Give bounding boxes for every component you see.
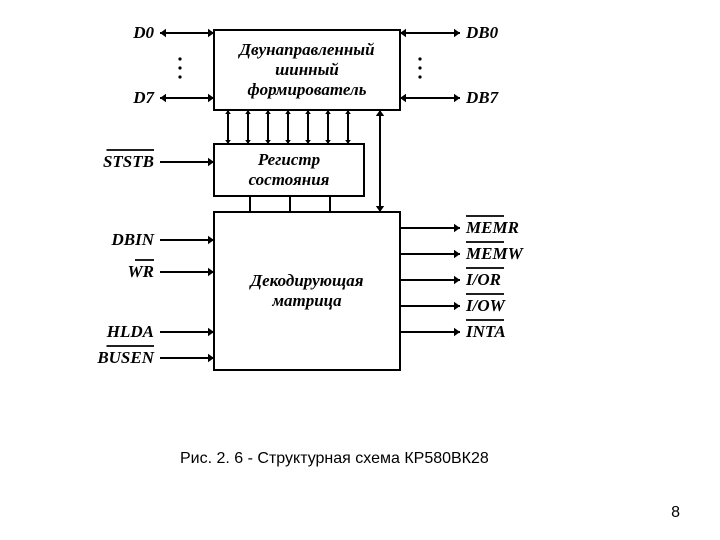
svg-text:INTA: INTA xyxy=(465,322,506,341)
svg-text:Двунаправленный: Двунаправленный xyxy=(237,40,374,59)
svg-text:I/OW: I/OW xyxy=(465,296,507,315)
svg-text:I/OR: I/OR xyxy=(465,270,501,289)
svg-text:STSTB: STSTB xyxy=(103,152,154,171)
page-number: 8 xyxy=(671,504,680,522)
svg-text:D7: D7 xyxy=(132,88,155,107)
figure-caption: Рис. 2. 6 - Структурная схема КР580ВК28 xyxy=(180,450,489,468)
svg-text:DB7: DB7 xyxy=(465,88,500,107)
svg-text:MEMW: MEMW xyxy=(465,244,525,263)
svg-text:формирователь: формирователь xyxy=(247,80,366,99)
svg-text:BUSEN: BUSEN xyxy=(96,348,154,367)
svg-text:Регистр: Регистр xyxy=(257,150,320,169)
svg-text:матрица: матрица xyxy=(271,291,342,310)
svg-text:состояния: состояния xyxy=(249,170,330,189)
svg-text:WR: WR xyxy=(128,262,154,281)
svg-text:MEMR: MEMR xyxy=(465,218,519,237)
svg-text:DBIN: DBIN xyxy=(110,230,154,249)
svg-text:Декодирующая: Декодирующая xyxy=(249,271,364,290)
svg-text:DB0: DB0 xyxy=(465,23,499,42)
svg-text:HLDA: HLDA xyxy=(106,322,154,341)
diagram-stage: Двунаправленныйшинныйформирователь Регист… xyxy=(0,0,720,540)
svg-text:шинный: шинный xyxy=(275,60,339,79)
svg-text:D0: D0 xyxy=(132,23,154,42)
